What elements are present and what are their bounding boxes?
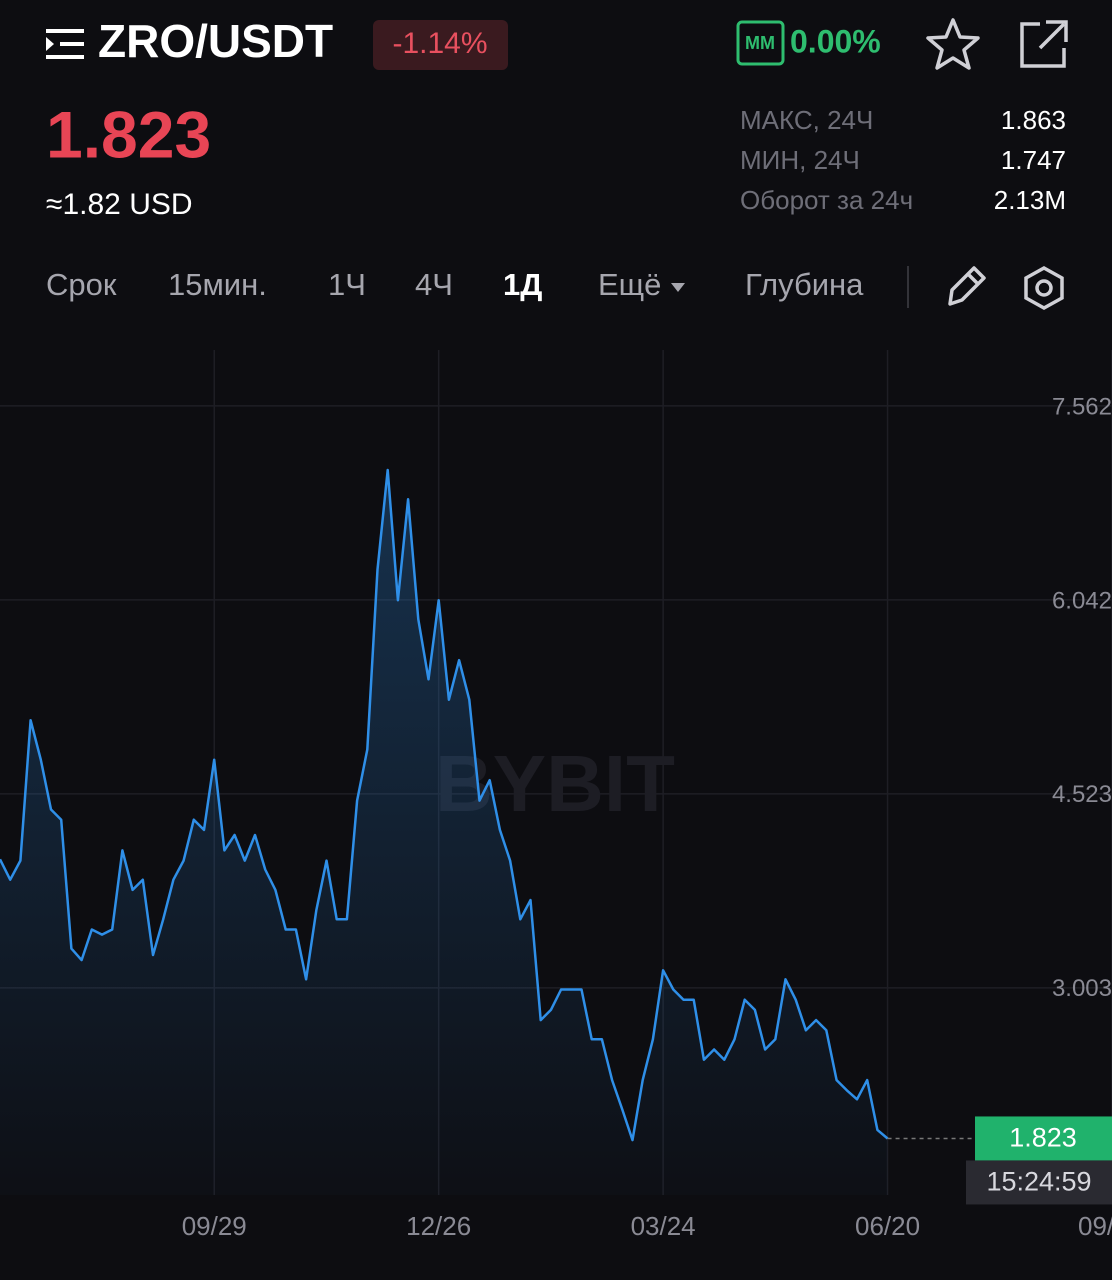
stat-value: 1.747	[1001, 145, 1066, 175]
area	[0, 470, 888, 1195]
tab[interactable]: 1Ч	[328, 267, 366, 302]
tab: Срок	[46, 267, 117, 302]
pair-title[interactable]: ZRO/USDT	[98, 15, 333, 67]
usd-price: ≈1.82 USD	[46, 188, 193, 221]
tab[interactable]: Глубина	[745, 267, 864, 302]
stat-value: 2.13M	[994, 185, 1066, 215]
change-badge	[373, 20, 508, 70]
change: -1.14%	[392, 27, 487, 60]
mm-box	[736, 20, 785, 66]
x-tick-label: 03/24	[631, 1211, 696, 1241]
y-tick-label: 4.523	[1052, 781, 1112, 808]
x-tick-label: 09/	[1078, 1211, 1112, 1241]
chart: 09/29 12/26 03/24 06/20 09/3.003 4.523 6.042 7.…	[0, 350, 1112, 1241]
mm-value: 0.00%	[790, 23, 881, 59]
countdown: 15:24:59	[986, 1167, 1091, 1197]
tab[interactable]: 1Д	[503, 267, 542, 302]
dropdown-arrow	[671, 283, 685, 292]
menu-icon[interactable]	[46, 29, 84, 59]
y-tick-label: 3.003	[1052, 975, 1112, 1002]
tab[interactable]: Ещё	[598, 267, 661, 302]
x-tick-label: 06/20	[855, 1211, 920, 1241]
countdown-box	[966, 1160, 1112, 1205]
tab[interactable]: 4Ч	[415, 267, 453, 302]
y-tick-label: 7.562	[1052, 393, 1112, 420]
share-icon[interactable]	[1020, 20, 1068, 68]
last-price-box	[975, 1116, 1112, 1161]
x-tick-label: 12/26	[406, 1211, 471, 1241]
favorite-icon[interactable]	[926, 18, 980, 70]
last-price: 1.823	[46, 97, 211, 171]
last-price-label: 1.823	[1009, 1123, 1077, 1153]
x-tick-label: 09/29	[182, 1211, 247, 1241]
tab[interactable]: 15мин.	[168, 267, 267, 302]
y-tick-label: 6.042	[1052, 587, 1112, 614]
stat-value: 1.863	[1001, 105, 1066, 135]
price-line	[0, 468, 889, 1142]
draw-icon[interactable]	[948, 266, 986, 306]
stat-label: МАКС, 24Ч	[740, 105, 873, 135]
mm-label: MM	[745, 33, 775, 53]
stat-label: МИН, 24Ч	[740, 145, 860, 175]
settings-icon[interactable]	[1024, 265, 1064, 311]
stat-label: Оборот за 24ч	[740, 185, 913, 215]
